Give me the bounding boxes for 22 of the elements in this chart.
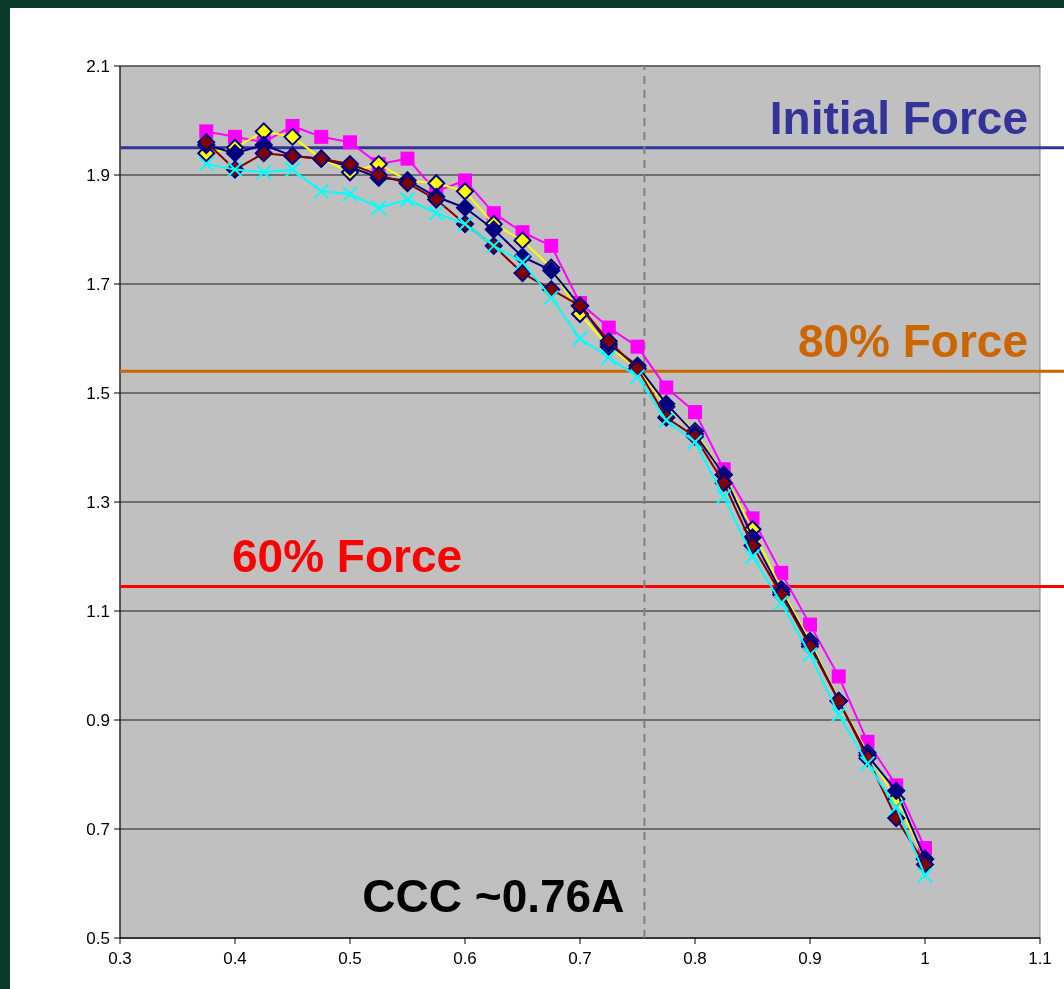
y-tick-label: 0.9	[86, 710, 110, 730]
ref-line-label: 60% Force	[232, 530, 463, 583]
y-tick-label: 1.9	[86, 165, 110, 185]
y-tick-label: 0.7	[86, 819, 110, 839]
y-tick-label: 1.5	[86, 383, 110, 403]
y-tick-label: 1.3	[86, 492, 110, 512]
x-tick-label: 1.1	[1028, 949, 1052, 968]
y-tick-label: 1.1	[86, 601, 110, 621]
x-tick-label: 0.6	[453, 949, 477, 968]
x-tick-label: 0.9	[798, 949, 822, 968]
ref-line-label: CCC ~0.76A	[362, 870, 625, 922]
ref-line-label: 80% Force	[797, 315, 1028, 368]
x-tick-label: 0.8	[683, 949, 707, 968]
x-tick-label: 1	[920, 949, 930, 968]
y-tick-label: 0.5	[86, 928, 110, 948]
x-tick-label: 0.7	[568, 949, 592, 968]
x-tick-label: 0.4	[223, 949, 247, 968]
y-tick-label: 1.7	[86, 274, 110, 294]
y-tick-label: 2.1	[86, 56, 110, 76]
ref-line-label: Initial Force	[769, 91, 1028, 144]
x-tick-label: 0.3	[108, 949, 132, 968]
x-tick-label: 0.5	[338, 949, 362, 968]
